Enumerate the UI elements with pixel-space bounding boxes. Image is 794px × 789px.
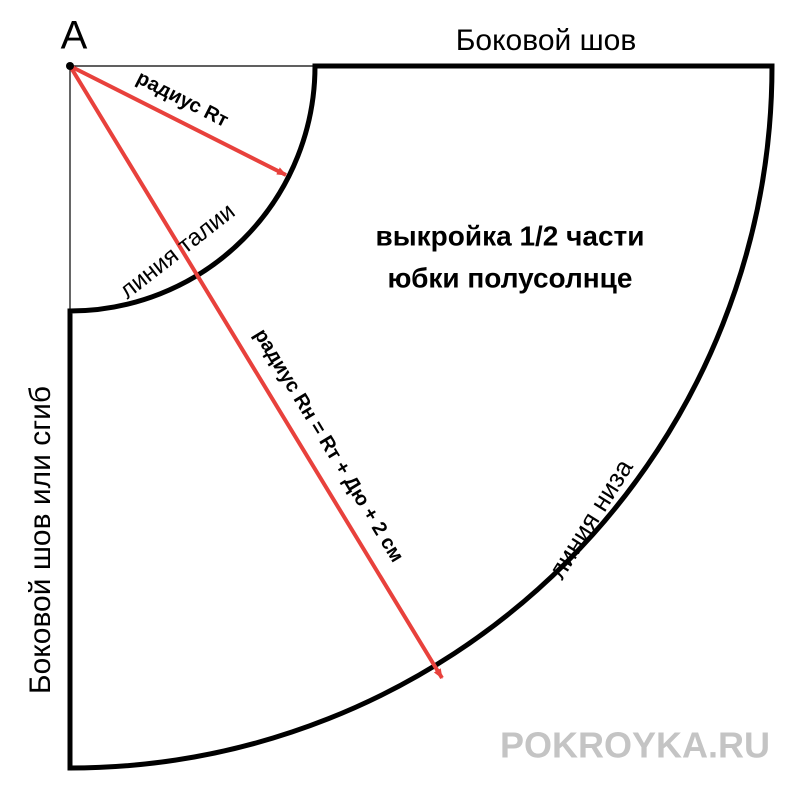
top-label: Боковой шов bbox=[456, 24, 637, 57]
title-line: выкройка 1/2 части bbox=[376, 220, 645, 251]
waist-radius-arrow bbox=[69, 64, 287, 177]
point-a bbox=[66, 62, 74, 70]
pattern-outline bbox=[67, 63, 775, 771]
hem-label: линия низа bbox=[542, 453, 639, 584]
point-label: A bbox=[61, 14, 88, 58]
title-line: юбки полусолнце bbox=[388, 262, 633, 293]
hem-radius-arrow bbox=[68, 64, 444, 680]
left-label: Боковой шов или сгиб bbox=[24, 386, 57, 694]
watermark: POKROYKA.RU bbox=[500, 725, 770, 766]
hem-radius-label: радиус Rн = Rт + Дю + 2 см bbox=[249, 325, 407, 566]
